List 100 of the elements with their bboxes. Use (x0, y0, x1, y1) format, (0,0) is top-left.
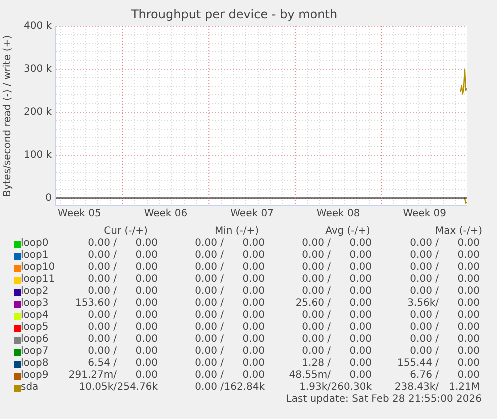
text: 0.00 / (195, 298, 224, 310)
text: 0.00 (136, 286, 158, 298)
text: 155.44 / (397, 358, 439, 370)
text: 162.84k (224, 382, 265, 394)
text: 0.00 / (410, 274, 439, 286)
text: 0.00 (136, 334, 158, 346)
x-tick-label: Week 05 (58, 208, 102, 220)
text: 0.00 (458, 262, 480, 274)
text: 0.00 (242, 334, 265, 346)
text: 1.28 / (302, 358, 331, 370)
text: 0.00 (350, 358, 372, 370)
x-tick-label: Week 09 (403, 208, 447, 220)
chart-title: Throughput per device - by month (130, 7, 338, 22)
text: 0.00 (458, 274, 480, 286)
text: 0.00 (136, 262, 158, 274)
text: 0.00 (350, 238, 372, 250)
text: 0.00 / (88, 310, 117, 322)
text: 0.00 (242, 298, 265, 310)
text: 0.00 / (195, 322, 224, 334)
text: 0.00 (242, 238, 265, 250)
text: 0.00 (458, 298, 480, 310)
text: 0.00 (136, 358, 158, 370)
text: 0.00 / (410, 238, 439, 250)
text: 0.00 (350, 346, 372, 358)
text: 1.93k/ (300, 382, 331, 394)
text: Cur (-/+) (103, 226, 149, 238)
text: Max (-/+) (434, 226, 484, 238)
text: 0.00 (242, 250, 265, 262)
text: 0.00 (350, 298, 372, 310)
text: 0.00 (242, 286, 265, 298)
legend-label: loop11 (21, 274, 56, 286)
text: 0.00 (136, 322, 158, 334)
text: 0.00 (350, 286, 372, 298)
y-tick-label: 100 k (24, 150, 52, 161)
legend-label: loop7 (21, 346, 49, 358)
text: 0.00 (242, 358, 265, 370)
text: 0.00 / (195, 274, 224, 286)
text: Avg (-/+) (324, 226, 372, 238)
text: 0.00 / (302, 250, 331, 262)
legend-label: loop4 (21, 310, 49, 322)
text: 0.00 / (302, 274, 331, 286)
text: 0.00 (136, 310, 158, 322)
text: 25.60 / (296, 298, 331, 310)
text: 254.76k (117, 382, 158, 394)
legend-label: loop8 (21, 358, 49, 370)
legend-label: loop10 (21, 262, 56, 274)
text: 0.00 (350, 262, 372, 274)
text: 3.56k/ (408, 298, 439, 310)
text: 0.00 (136, 238, 158, 250)
text: 0.00 (242, 322, 265, 334)
text: 0.00 / (88, 274, 117, 286)
legend-label: loop3 (21, 298, 49, 310)
text: 0.00 (458, 370, 480, 382)
text: 0.00 / (195, 286, 224, 298)
text: 0.00 / (302, 238, 331, 250)
y-tick-label: 0 (46, 192, 52, 204)
text: 0.00 (242, 310, 265, 322)
text: 0.00 / (410, 262, 439, 274)
text: 0.00 (350, 250, 372, 262)
text: 0.00 (350, 370, 372, 382)
legend-label: loop1 (21, 250, 49, 262)
text: 1.21M (449, 382, 480, 394)
x-tick-label: Week 07 (230, 208, 274, 220)
text: 0.00 (458, 250, 480, 262)
text: 6.54 / (88, 358, 117, 370)
text: 0.00 / (195, 358, 224, 370)
y-axis-title: Bytes/second read (-) / write (+) (2, 35, 14, 198)
text: 48.55m/ (289, 370, 331, 382)
x-tick-label: Week 08 (316, 208, 360, 220)
y-tick-label: 300 k (24, 64, 52, 75)
text: 0.00 / (88, 346, 117, 358)
text: 0.00 / (88, 262, 117, 274)
text: 0.00 / (195, 262, 224, 274)
text: 0.00 / (88, 334, 117, 346)
text: 153.60 / (75, 298, 117, 310)
text: 238.43k/ (394, 382, 439, 394)
text: 0.00 / (88, 322, 117, 334)
text: 0.00 (136, 298, 158, 310)
y-tick-label: 400 k (24, 20, 52, 32)
text: 0.00 (136, 346, 158, 358)
text: 0.00 / (410, 346, 439, 358)
text: 0.00 / (195, 238, 224, 250)
legend-label: loop6 (21, 334, 49, 346)
text: 0.00 / (302, 346, 331, 358)
text: 0.00 / (302, 322, 331, 334)
text: 260.30k (331, 382, 372, 394)
text: 0.00 / (302, 310, 331, 322)
text: 0.00 / (88, 286, 117, 298)
text: Last update: Sat Feb 28 21:55:00 2026 (286, 394, 482, 406)
text: 0.00 / (302, 286, 331, 298)
text: 0.00 / (410, 322, 439, 334)
text: 0.00 / (410, 286, 439, 298)
text: 0.00 (242, 262, 265, 274)
legend-label: loop2 (21, 286, 49, 298)
text: 0.00 (350, 322, 372, 334)
text: 0.00 / (195, 346, 224, 358)
text: 0.00 (136, 274, 158, 286)
text: 0.00 (350, 310, 372, 322)
text: 0.00 (458, 322, 480, 334)
text: 0.00 / (302, 334, 331, 346)
